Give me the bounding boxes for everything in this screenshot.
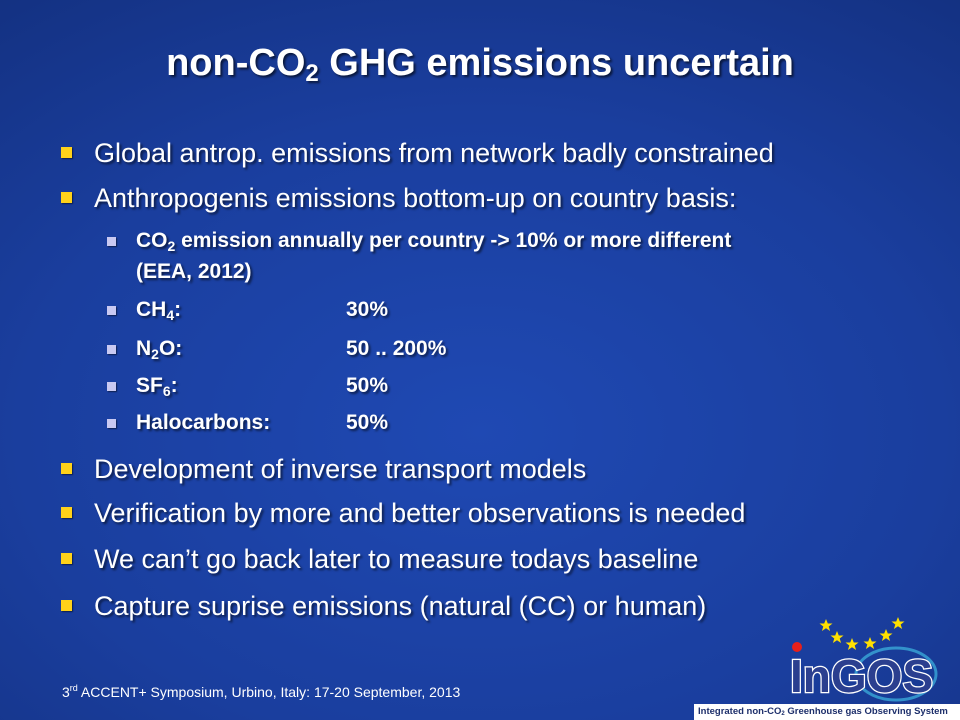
footer-text: 3rd ACCENT+ Symposium, Urbino, Italy: 17…	[62, 683, 460, 700]
square-bullet-icon	[61, 147, 72, 158]
sub-list-item: CH4: 30%	[107, 297, 389, 328]
gas-label: SF6:	[136, 373, 346, 404]
square-bullet-icon	[107, 306, 116, 315]
list-item: Development of inverse transport models	[61, 454, 587, 484]
title-subscript: 2	[305, 60, 319, 87]
ingos-logo: InGOS	[789, 617, 938, 703]
star-icon	[830, 631, 844, 643]
co2-subscript: 2	[167, 238, 176, 254]
caption-subscript: 2	[781, 711, 785, 717]
square-bullet-icon	[107, 419, 116, 428]
logo-caption: Integrated non-CO2 Greenhouse gas Observ…	[694, 704, 960, 720]
bullet-text: Verification by more and better observat…	[94, 498, 746, 528]
square-bullet-icon	[107, 345, 116, 354]
caption-suffix: Greenhouse gas Observing System	[784, 706, 948, 717]
square-bullet-icon	[61, 600, 72, 611]
bullet-text: Anthropogenis emissions bottom-up on cou…	[94, 183, 737, 213]
sf6-value: 50%	[346, 374, 389, 397]
logo-wordmark: InGOS	[790, 650, 933, 702]
ch4-suffix: :	[174, 298, 182, 321]
co2-prefix: CO	[136, 229, 168, 252]
list-item: Verification by more and better observat…	[61, 498, 746, 528]
gas-label: CH4:	[136, 297, 346, 328]
sf6-suffix: :	[170, 374, 178, 397]
bullet-text: Global antrop. emissions from network ba…	[94, 138, 774, 168]
list-item: Global antrop. emissions from network ba…	[61, 138, 774, 168]
square-bullet-icon	[107, 237, 116, 246]
sub-list-item: Halocarbons: 50%	[107, 410, 389, 436]
co2-text: emission annually per country -> 10% or …	[175, 229, 732, 252]
logo-dot-icon	[792, 642, 802, 652]
halocarbons-value: 50%	[346, 411, 389, 434]
bullet-text: Capture suprise emissions (natural (CC) …	[94, 591, 707, 621]
footer-ordinal-suffix: rd	[69, 683, 78, 693]
sf6-prefix: SF	[136, 374, 163, 397]
slide-title: non-CO2 GHG emissions uncertain	[0, 42, 960, 88]
star-icon	[879, 629, 893, 641]
ch4-value: 30%	[346, 298, 389, 321]
star-arc-icon	[819, 617, 905, 650]
sub-list-item: SF6: 50%	[107, 373, 389, 404]
sf6-subscript: 6	[162, 383, 171, 399]
star-icon	[845, 638, 859, 650]
gas-label: N2O:	[136, 336, 346, 367]
n2o-subscript: 2	[151, 346, 159, 362]
square-bullet-icon	[61, 553, 72, 564]
square-bullet-icon	[61, 507, 72, 518]
logo-ring-icon	[854, 646, 938, 702]
list-item: Anthropogenis emissions bottom-up on cou…	[61, 183, 737, 213]
title-suffix: GHG emissions uncertain	[318, 42, 794, 84]
star-icon	[863, 637, 877, 649]
n2o-value: 50 .. 200%	[346, 337, 447, 360]
co2-source: (EEA, 2012)	[136, 260, 252, 283]
gas-label: Halocarbons:	[136, 411, 271, 434]
n2o-suffix: O:	[158, 337, 183, 360]
n2o-prefix: N	[136, 337, 152, 360]
list-item: Capture suprise emissions (natural (CC) …	[61, 591, 707, 621]
footer-ordinal: 3	[62, 684, 70, 700]
sub-list-item: N2O: 50 .. 200%	[107, 336, 447, 367]
square-bullet-icon	[61, 192, 72, 203]
caption-prefix: Integrated non-CO	[698, 706, 782, 717]
ch4-subscript: 4	[166, 307, 175, 323]
square-bullet-icon	[61, 463, 72, 474]
star-icon	[819, 619, 833, 631]
square-bullet-icon	[107, 382, 116, 391]
bullet-text: Development of inverse transport models	[94, 454, 587, 484]
sub-list-item: CO2 emission annually per country -> 10%…	[107, 228, 876, 285]
title-prefix: non-CO	[166, 42, 306, 84]
ch4-prefix: CH	[136, 298, 167, 321]
footer-event: ACCENT+ Symposium, Urbino, Italy: 17-20 …	[77, 684, 461, 700]
list-item: We can’t go back later to measure todays…	[61, 544, 699, 574]
star-icon	[891, 617, 905, 629]
bullet-text: We can’t go back later to measure todays…	[94, 544, 699, 574]
